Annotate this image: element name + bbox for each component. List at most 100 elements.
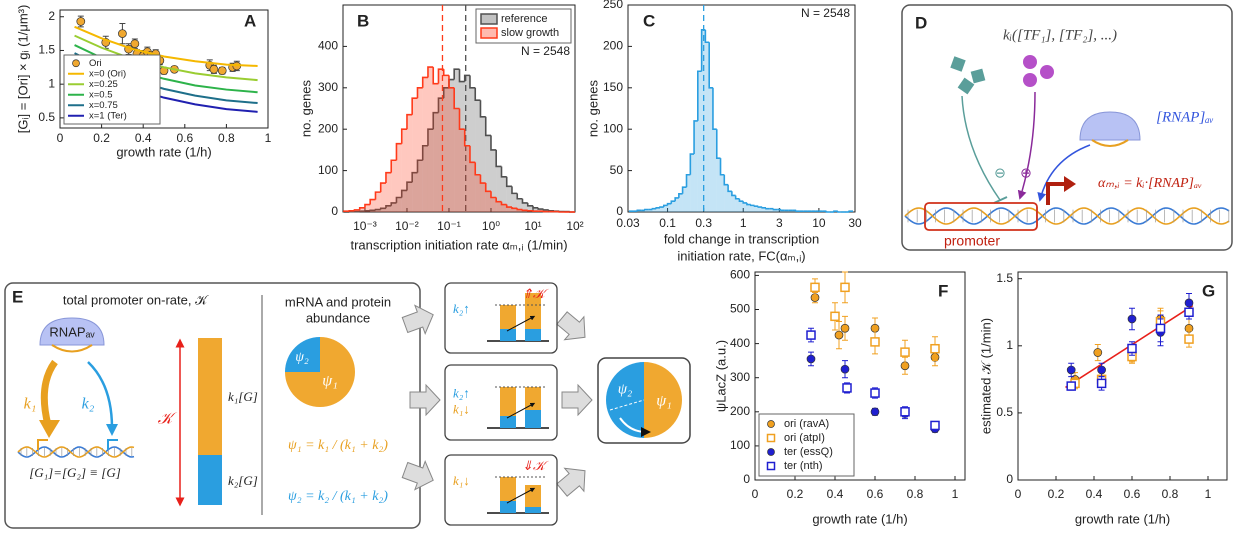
case-label: k₂↑ — [453, 301, 470, 316]
histogram-fill — [454, 69, 460, 212]
marker — [1155, 323, 1166, 334]
dna-strand — [17, 446, 135, 458]
y-tick-label: 0 — [743, 472, 750, 486]
marker — [76, 17, 86, 26]
x-tick-label: 0.4 — [1086, 487, 1103, 501]
legend-swatch — [766, 433, 776, 443]
histogram-fill — [427, 67, 434, 212]
histogram-fill — [777, 209, 782, 212]
histogram-step — [463, 129, 470, 147]
result-box: ψ₂ ψ₁ — [597, 357, 691, 444]
case-bar — [525, 387, 541, 410]
histogram-step — [734, 195, 740, 200]
histogram-fill — [678, 193, 683, 212]
histogram-step — [750, 204, 755, 207]
histogram-fill — [501, 176, 507, 212]
histogram-fill — [788, 210, 793, 212]
histogram-step — [651, 207, 657, 210]
marker — [1127, 343, 1137, 354]
histogram-fill — [511, 193, 518, 212]
result-divider — [609, 399, 645, 411]
y-tick-label: 50 — [610, 163, 624, 177]
histogram-step — [484, 116, 491, 137]
histogram-fill — [769, 208, 774, 212]
histogram-step — [379, 207, 386, 210]
histogram-step — [395, 142, 402, 161]
histogram-fill — [656, 207, 660, 212]
histogram-fill — [659, 207, 664, 212]
histogram-fill — [637, 210, 642, 212]
histogram-step — [416, 87, 423, 99]
total-label: 𝒦 — [158, 411, 178, 428]
case-bar — [525, 329, 541, 341]
histogram-step — [738, 198, 744, 203]
histogram-step — [516, 208, 523, 211]
marker — [806, 354, 816, 364]
histogram-step — [542, 209, 549, 211]
histogram-step — [704, 29, 710, 44]
histogram-step — [697, 70, 702, 121]
panel-letter: C — [643, 11, 655, 30]
k2-arrow — [87, 361, 114, 429]
histogram-step — [723, 174, 729, 186]
histogram-fill — [464, 145, 470, 212]
histogram-fill — [675, 197, 679, 212]
k1-arrow — [40, 359, 58, 426]
histogram-step — [458, 69, 465, 83]
histogram-step — [689, 153, 695, 175]
histogram-step — [390, 202, 397, 206]
x-axis-label: growth rate (1/h) — [812, 511, 907, 526]
dna — [904, 207, 1230, 225]
histogram-step — [516, 193, 523, 200]
histogram-fill — [690, 154, 695, 212]
histogram-step — [526, 202, 533, 207]
histogram-step — [458, 108, 465, 130]
histogram-step — [400, 128, 407, 144]
k1-bar — [198, 338, 222, 455]
x-tick-label: 0.8 — [218, 131, 235, 145]
marker — [118, 29, 127, 38]
panel-letter: B — [357, 11, 369, 30]
histogram-fill — [448, 79, 455, 213]
case-bar — [500, 477, 516, 501]
histogram-fill — [716, 158, 721, 212]
histogram-fill — [480, 116, 486, 212]
marker — [900, 347, 910, 357]
k2-arrowhead — [106, 424, 118, 436]
histogram-fill — [750, 205, 755, 212]
y-tick-label: 0 — [1006, 472, 1013, 486]
histogram-step — [628, 210, 634, 212]
tf-circle — [1023, 55, 1037, 69]
x-tick-label: 10 — [812, 216, 826, 230]
histogram-step — [374, 208, 381, 211]
legend-label: ori (atpI) — [784, 432, 825, 444]
histogram-step — [495, 197, 502, 203]
marker — [834, 330, 844, 340]
histogram-fill — [490, 197, 497, 212]
y-tick-label: 300 — [318, 80, 338, 94]
histogram-step — [708, 42, 713, 89]
histogram-fill — [422, 77, 428, 212]
result-psi1-label: ψ₁ — [656, 393, 672, 410]
histogram-step — [511, 207, 518, 210]
legend-swatch — [480, 27, 498, 39]
rate-formula: αₘ,ᵢ = kᵢ·[RNAP]ₐᵥ — [1098, 176, 1202, 191]
histogram-fill — [417, 87, 423, 212]
block-arrow — [561, 383, 593, 417]
histogram-fill — [396, 197, 402, 212]
histogram-fill — [459, 81, 465, 212]
histogram-fill — [781, 210, 785, 212]
histogram-fill — [532, 207, 539, 212]
marker — [1066, 381, 1076, 391]
histogram-step — [521, 198, 528, 204]
histogram-step — [369, 198, 376, 205]
y-axis-label: [Gᵢ] = [Ori] × gᵢ (1/μm³) — [15, 5, 30, 134]
histogram-fill — [427, 129, 434, 212]
minus-sign: ⊖ — [994, 165, 1006, 181]
pie-psi2 — [285, 337, 320, 372]
y-tick-label: 1 — [1006, 338, 1013, 352]
transcription-arrowhead — [1064, 176, 1076, 192]
block-arrow — [401, 304, 434, 335]
y-tick-label: 1.5 — [38, 43, 55, 57]
histogram-step — [655, 207, 660, 209]
